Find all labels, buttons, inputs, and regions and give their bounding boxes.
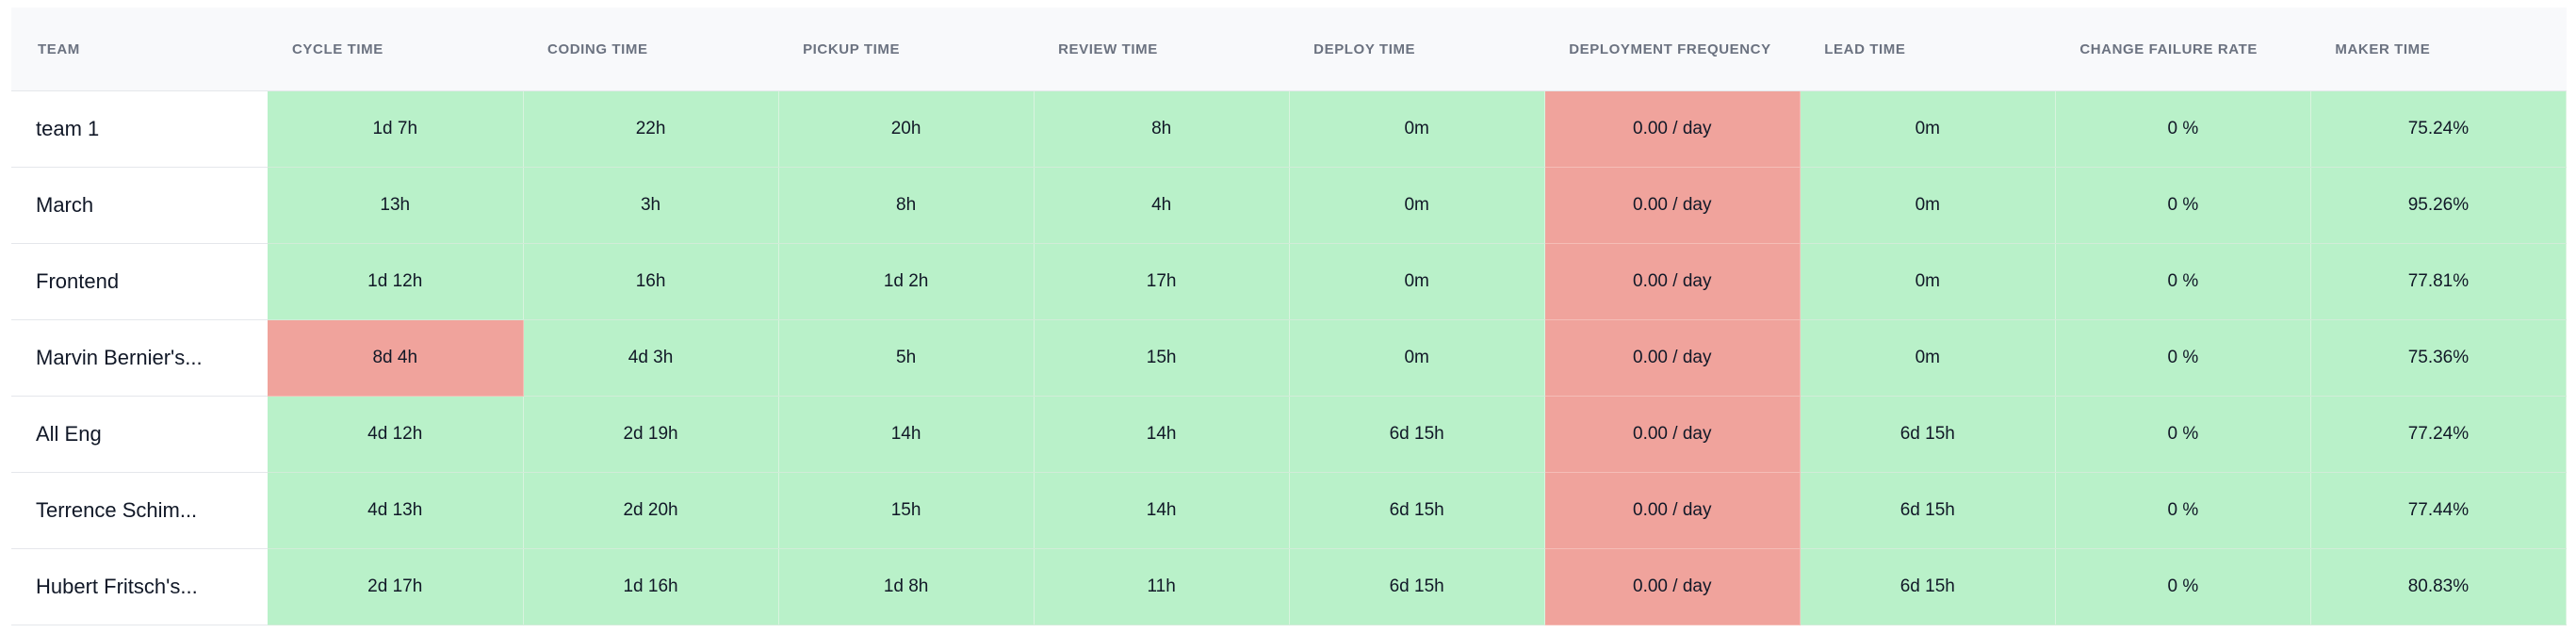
- lead-time-cell: 0m: [1800, 319, 2056, 397]
- deployment-frequency-cell: 0.00 / day: [1544, 167, 1801, 244]
- deploy-time-cell: 6d 15h: [1289, 548, 1545, 625]
- coding-time-cell: 4d 3h: [523, 319, 779, 397]
- team-name-cell[interactable]: March: [11, 167, 268, 244]
- deploy-time-cell: 0m: [1289, 243, 1545, 320]
- change-failure-rate-cell: 0 %: [2055, 396, 2311, 473]
- header-row: TEAM CYCLE TIME CODING TIME PICKUP TIME …: [11, 8, 2567, 91]
- coding-time-cell: 2d 19h: [523, 396, 779, 473]
- pickup-time-cell: 1d 2h: [778, 243, 1035, 320]
- pickup-time-cell: 14h: [778, 396, 1035, 473]
- header-change-failure-rate[interactable]: CHANGE FAILURE RATE: [2055, 8, 2311, 91]
- header-deployment-frequency[interactable]: DEPLOYMENT FREQUENCY: [1544, 8, 1801, 91]
- lead-time-cell: 6d 15h: [1800, 472, 2056, 549]
- header-deploy-time[interactable]: DEPLOY TIME: [1289, 8, 1545, 91]
- pickup-time-cell: 5h: [778, 319, 1035, 397]
- header-pickup-time[interactable]: PICKUP TIME: [778, 8, 1035, 91]
- cycle-time-cell: 2d 17h: [267, 548, 524, 625]
- deployment-frequency-cell: 0.00 / day: [1544, 319, 1801, 397]
- metrics-table-container: TEAM CYCLE TIME CODING TIME PICKUP TIME …: [11, 8, 2567, 625]
- deployment-frequency-cell: 0.00 / day: [1544, 396, 1801, 473]
- lead-time-cell: 6d 15h: [1800, 548, 2056, 625]
- pickup-time-cell: 20h: [778, 90, 1035, 168]
- table-header: TEAM CYCLE TIME CODING TIME PICKUP TIME …: [11, 8, 2567, 91]
- review-time-cell: 14h: [1034, 472, 1290, 549]
- table-row[interactable]: Frontend 1d 12h 16h 1d 2h 17h 0m 0.00 / day 0m 0…: [11, 243, 2567, 320]
- change-failure-rate-cell: 0 %: [2055, 472, 2311, 549]
- maker-time-cell: 75.24%: [2310, 90, 2567, 168]
- header-team[interactable]: TEAM: [11, 8, 268, 91]
- cycle-time-cell: 8d 4h: [267, 319, 524, 397]
- lead-time-cell: 0m: [1800, 90, 2056, 168]
- team-metrics-table: TEAM CYCLE TIME CODING TIME PICKUP TIME …: [11, 8, 2567, 625]
- header-cycle-time[interactable]: CYCLE TIME: [267, 8, 524, 91]
- change-failure-rate-cell: 0 %: [2055, 90, 2311, 168]
- team-name-cell[interactable]: Frontend: [11, 243, 268, 320]
- review-time-cell: 15h: [1034, 319, 1290, 397]
- maker-time-cell: 77.24%: [2310, 396, 2567, 473]
- change-failure-rate-cell: 0 %: [2055, 548, 2311, 625]
- change-failure-rate-cell: 0 %: [2055, 243, 2311, 320]
- table-row[interactable]: March 13h 3h 8h 4h 0m 0.00 / day 0m 0 % 95.26%: [11, 167, 2567, 244]
- table-row[interactable]: Hubert Fritsch's... 2d 17h 1d 16h 1d 8h 11h 6…: [11, 548, 2567, 625]
- deployment-frequency-cell: 0.00 / day: [1544, 548, 1801, 625]
- lead-time-cell: 0m: [1800, 243, 2056, 320]
- change-failure-rate-cell: 0 %: [2055, 319, 2311, 397]
- deployment-frequency-cell: 0.00 / day: [1544, 472, 1801, 549]
- review-time-cell: 4h: [1034, 167, 1290, 244]
- review-time-cell: 11h: [1034, 548, 1290, 625]
- deploy-time-cell: 0m: [1289, 319, 1545, 397]
- table-body: team 1 1d 7h 22h 20h 8h 0m 0.00 / day 0m 0 % 75.2…: [11, 90, 2567, 625]
- deployment-frequency-cell: 0.00 / day: [1544, 243, 1801, 320]
- header-coding-time[interactable]: CODING TIME: [523, 8, 779, 91]
- table-row[interactable]: All Eng 4d 12h 2d 19h 14h 14h 6d 15h 0.00 / da…: [11, 396, 2567, 473]
- lead-time-cell: 0m: [1800, 167, 2056, 244]
- deploy-time-cell: 0m: [1289, 167, 1545, 244]
- team-name-cell[interactable]: team 1: [11, 90, 268, 168]
- deployment-frequency-cell: 0.00 / day: [1544, 90, 1801, 168]
- review-time-cell: 14h: [1034, 396, 1290, 473]
- lead-time-cell: 6d 15h: [1800, 396, 2056, 473]
- cycle-time-cell: 1d 7h: [267, 90, 524, 168]
- pickup-time-cell: 1d 8h: [778, 548, 1035, 625]
- table-row[interactable]: Terrence Schim... 4d 13h 2d 20h 15h 14h 6d 15…: [11, 472, 2567, 549]
- maker-time-cell: 75.36%: [2310, 319, 2567, 397]
- team-name-cell[interactable]: Hubert Fritsch's...: [11, 548, 268, 625]
- maker-time-cell: 77.44%: [2310, 472, 2567, 549]
- header-lead-time[interactable]: LEAD TIME: [1800, 8, 2056, 91]
- review-time-cell: 17h: [1034, 243, 1290, 320]
- deploy-time-cell: 6d 15h: [1289, 472, 1545, 549]
- cycle-time-cell: 4d 13h: [267, 472, 524, 549]
- table-row[interactable]: Marvin Bernier's... 8d 4h 4d 3h 5h 15h 0m 0.00…: [11, 319, 2567, 397]
- review-time-cell: 8h: [1034, 90, 1290, 168]
- cycle-time-cell: 13h: [267, 167, 524, 244]
- header-review-time[interactable]: REVIEW TIME: [1034, 8, 1290, 91]
- table-row[interactable]: team 1 1d 7h 22h 20h 8h 0m 0.00 / day 0m 0 % 75.2…: [11, 90, 2567, 168]
- cycle-time-cell: 1d 12h: [267, 243, 524, 320]
- maker-time-cell: 77.81%: [2310, 243, 2567, 320]
- team-name-cell[interactable]: Terrence Schim...: [11, 472, 268, 549]
- team-name-cell[interactable]: Marvin Bernier's...: [11, 319, 268, 397]
- coding-time-cell: 3h: [523, 167, 779, 244]
- deploy-time-cell: 6d 15h: [1289, 396, 1545, 473]
- header-maker-time[interactable]: MAKER TIME: [2310, 8, 2567, 91]
- pickup-time-cell: 15h: [778, 472, 1035, 549]
- coding-time-cell: 16h: [523, 243, 779, 320]
- maker-time-cell: 95.26%: [2310, 167, 2567, 244]
- pickup-time-cell: 8h: [778, 167, 1035, 244]
- deploy-time-cell: 0m: [1289, 90, 1545, 168]
- coding-time-cell: 1d 16h: [523, 548, 779, 625]
- cycle-time-cell: 4d 12h: [267, 396, 524, 473]
- coding-time-cell: 22h: [523, 90, 779, 168]
- change-failure-rate-cell: 0 %: [2055, 167, 2311, 244]
- team-name-cell[interactable]: All Eng: [11, 396, 268, 473]
- coding-time-cell: 2d 20h: [523, 472, 779, 549]
- maker-time-cell: 80.83%: [2310, 548, 2567, 625]
